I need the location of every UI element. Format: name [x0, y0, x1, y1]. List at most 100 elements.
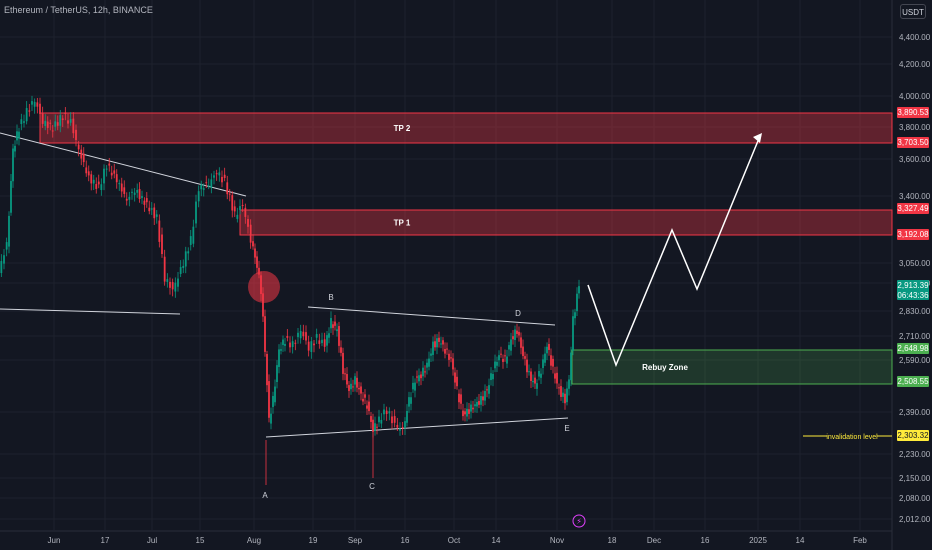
candle-body [376, 426, 378, 428]
candle-body [484, 391, 486, 401]
candle-body [446, 348, 448, 350]
candle-body [258, 267, 260, 275]
candle-body [200, 184, 203, 190]
candle-body [504, 355, 506, 357]
candle-body [498, 355, 500, 361]
candle-body [393, 416, 396, 423]
candle-body [404, 421, 406, 429]
price-label-bg [897, 376, 929, 387]
candle-body [118, 183, 121, 185]
candle-body [444, 349, 446, 354]
candle-body [184, 251, 187, 267]
candle-body [372, 419, 374, 432]
candle-body [570, 352, 572, 381]
candle-body [442, 340, 444, 345]
candle-body [150, 208, 153, 210]
countdown-label: 06:43:36 [897, 291, 929, 300]
candle-body [546, 346, 548, 354]
candle-body [226, 182, 229, 195]
zone-box [571, 349, 893, 385]
projection-arrowhead [753, 133, 762, 143]
price-tick-label: 2,080.00 [899, 494, 931, 503]
zone-label: Rebuy Zone [642, 363, 688, 372]
candle-body [87, 171, 90, 176]
candle-body [524, 356, 526, 359]
candle-body [321, 339, 323, 344]
candle-body [514, 329, 516, 341]
candle-body [522, 346, 524, 357]
candle-body [195, 201, 197, 224]
time-tick-label: Jun [48, 536, 61, 545]
candle-body [348, 385, 350, 392]
wave-label: D [515, 309, 521, 318]
candle-body [233, 206, 236, 212]
candle-body [568, 379, 570, 389]
wave-label: E [564, 424, 569, 433]
candle-body [163, 256, 166, 282]
wave-label: B [328, 293, 333, 302]
candle-body [171, 282, 174, 290]
candle-body [576, 293, 578, 311]
candle-body [266, 353, 268, 386]
candle-body [388, 411, 391, 414]
price-label-text: 2,508.55 [897, 377, 929, 386]
price-label-bg [897, 430, 929, 441]
candle-body [318, 340, 321, 344]
price-tick-label: 2,590.00 [899, 356, 931, 365]
candle-body [544, 353, 546, 363]
candle-body [542, 359, 544, 368]
price-label-bg [897, 229, 929, 240]
candle-body [462, 410, 464, 417]
candle-body [166, 279, 169, 282]
candle-body [272, 396, 274, 407]
candle-body [297, 332, 299, 338]
candle-body [520, 337, 522, 348]
candle-body [239, 206, 241, 211]
candle-body [332, 324, 334, 328]
candle-body [370, 416, 372, 422]
chart-title: Ethereum / TetherUS, 12h, BINANCE [4, 5, 153, 15]
candle-body [284, 343, 286, 346]
candle-body [530, 371, 532, 381]
candle-body [362, 398, 364, 402]
candle-body [468, 409, 470, 414]
candle-body [145, 198, 148, 203]
price-tick-label: 2,830.00 [899, 307, 931, 316]
candle-body [358, 387, 360, 390]
candle-body [90, 174, 93, 184]
price-label-text: 3,703.50 [897, 138, 929, 147]
candle-body [454, 372, 456, 383]
candle-body [474, 404, 476, 407]
candle-body [14, 145, 16, 152]
candle-body [466, 408, 468, 417]
candle-body [374, 423, 376, 431]
candle-body [264, 316, 266, 352]
time-tick-label: 14 [796, 536, 805, 545]
candle-body [418, 375, 420, 382]
candle-body [155, 214, 158, 217]
candle-body [138, 189, 141, 199]
candle-body [342, 352, 344, 374]
candle-body [478, 400, 480, 405]
candle-body [0, 261, 3, 274]
candle-body [197, 191, 200, 202]
candle-body [103, 168, 105, 184]
time-tick-label: 15 [196, 536, 205, 545]
candle-body [244, 207, 247, 217]
candle-body [77, 144, 80, 150]
candle-body [289, 342, 291, 348]
candle-body [436, 338, 438, 348]
candle-body [428, 358, 430, 367]
candle-body [254, 248, 256, 258]
candle-body [8, 215, 10, 247]
candle-body [430, 353, 432, 356]
candle-body [560, 386, 562, 397]
candle-body [72, 118, 75, 134]
candle-body [399, 428, 401, 431]
highlight-circle [248, 271, 280, 303]
currency-unit-button[interactable]: USDT [900, 4, 926, 19]
candle-body [187, 251, 190, 254]
candle-body [141, 196, 143, 198]
candle-body [270, 413, 272, 424]
